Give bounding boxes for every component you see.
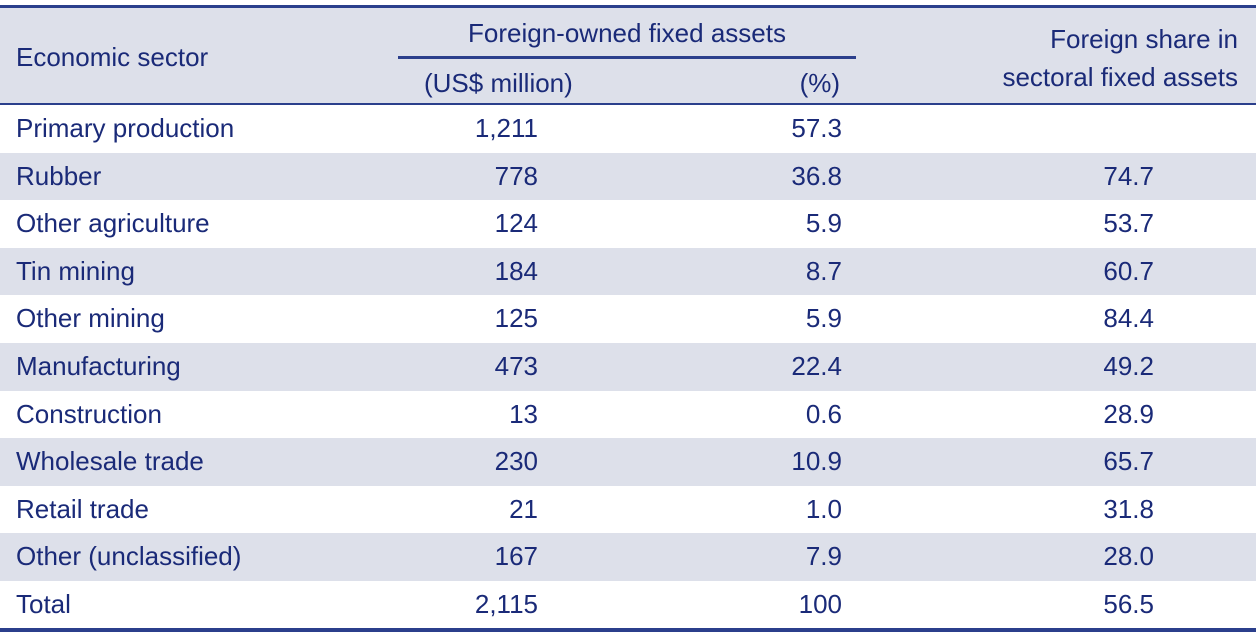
cell-sector: Other mining [16, 303, 165, 334]
cell-share: 74.7 [1103, 160, 1154, 191]
cell-sector: Other agriculture [16, 208, 210, 239]
cell-pct: 7.9 [805, 541, 842, 572]
cell-sector: Rubber [16, 160, 102, 191]
cell-usd: 125 [494, 303, 538, 334]
cell-usd: 21 [509, 493, 538, 524]
cell-sector: Tin mining [16, 255, 135, 286]
cell-share: 31.8 [1103, 493, 1154, 524]
cell-sector: Manufacturing [16, 350, 181, 381]
table-row: Other mining 125 5.9 84.4 [0, 295, 1256, 343]
cell-share: 60.7 [1103, 255, 1154, 286]
group-underline [398, 56, 856, 59]
table-row: Tin mining 184 8.7 60.7 [0, 247, 1256, 296]
table-row: Rubber 778 36.8 74.7 [0, 152, 1256, 201]
header-foreign-owned-fixed-assets: Foreign-owned fixed assets [468, 18, 786, 48]
header-economic-sector: Economic sector [16, 42, 209, 72]
table-row: Retail trade 21 1.0 31.8 [0, 486, 1256, 534]
cell-usd: 778 [494, 160, 538, 191]
cell-pct: 8.7 [805, 255, 842, 286]
cell-pct: 1.0 [805, 493, 842, 524]
cell-sector: Other (unclassified) [16, 541, 242, 572]
cell-share: 65.7 [1103, 446, 1154, 477]
table-row: Construction 13 0.6 28.9 [0, 391, 1256, 439]
table-row-total: Total 2,115 100 56.5 [0, 581, 1256, 629]
cell-sector: Wholesale trade [16, 446, 204, 477]
cell-usd: 230 [494, 446, 538, 477]
cell-pct: 0.6 [805, 398, 842, 429]
cell-sector: Primary production [16, 113, 235, 143]
table-row: Other (unclassified) 167 7.9 28.0 [0, 533, 1256, 581]
cell-sector: Retail trade [16, 493, 149, 524]
cell-share: 53.7 [1103, 208, 1154, 239]
cell-pct: 22.4 [791, 350, 842, 381]
cell-sector: Total [16, 588, 71, 619]
cell-share: 49.2 [1103, 350, 1154, 381]
cell-sector: Construction [16, 398, 162, 429]
cell-usd: 473 [494, 350, 538, 381]
cell-share: 84.4 [1103, 303, 1154, 334]
header-foreign-share-line2: sectoral fixed assets [1002, 62, 1238, 92]
cell-usd: 13 [509, 398, 538, 429]
cell-share: 28.9 [1103, 398, 1154, 429]
cell-pct: 10.9 [791, 446, 842, 477]
header-percent: (%) [799, 68, 840, 98]
cell-usd: 124 [494, 208, 538, 239]
cell-share: 28.0 [1103, 541, 1154, 572]
cell-usd: 184 [494, 255, 538, 286]
cell-usd: 1,211 [474, 113, 538, 143]
table-row: Wholesale trade 230 10.9 65.7 [0, 438, 1256, 486]
header-rule [0, 103, 1256, 105]
cell-pct: 5.9 [805, 208, 842, 239]
header-usd-million: (US$ million) [424, 68, 573, 98]
header-foreign-share-line1: Foreign share in [1050, 24, 1238, 54]
cell-share: 56.5 [1103, 588, 1154, 619]
cell-pct: 100 [798, 588, 842, 619]
cell-pct: 57.3 [791, 113, 842, 143]
table-row: Manufacturing 473 22.4 49.2 [0, 342, 1256, 391]
table-row: Other agriculture 124 5.9 53.7 [0, 200, 1256, 248]
cell-pct: 5.9 [805, 303, 842, 334]
cell-pct: 36.8 [791, 160, 842, 191]
cell-usd: 167 [494, 541, 538, 572]
table-row: Primary production 1,211 57.3 [0, 105, 1256, 153]
top-rule [0, 5, 1256, 8]
table-body: Primary production 1,211 57.3 Rubber 778… [0, 105, 1256, 629]
cell-usd: 2,115 [474, 588, 538, 619]
bottom-rule [0, 628, 1256, 632]
